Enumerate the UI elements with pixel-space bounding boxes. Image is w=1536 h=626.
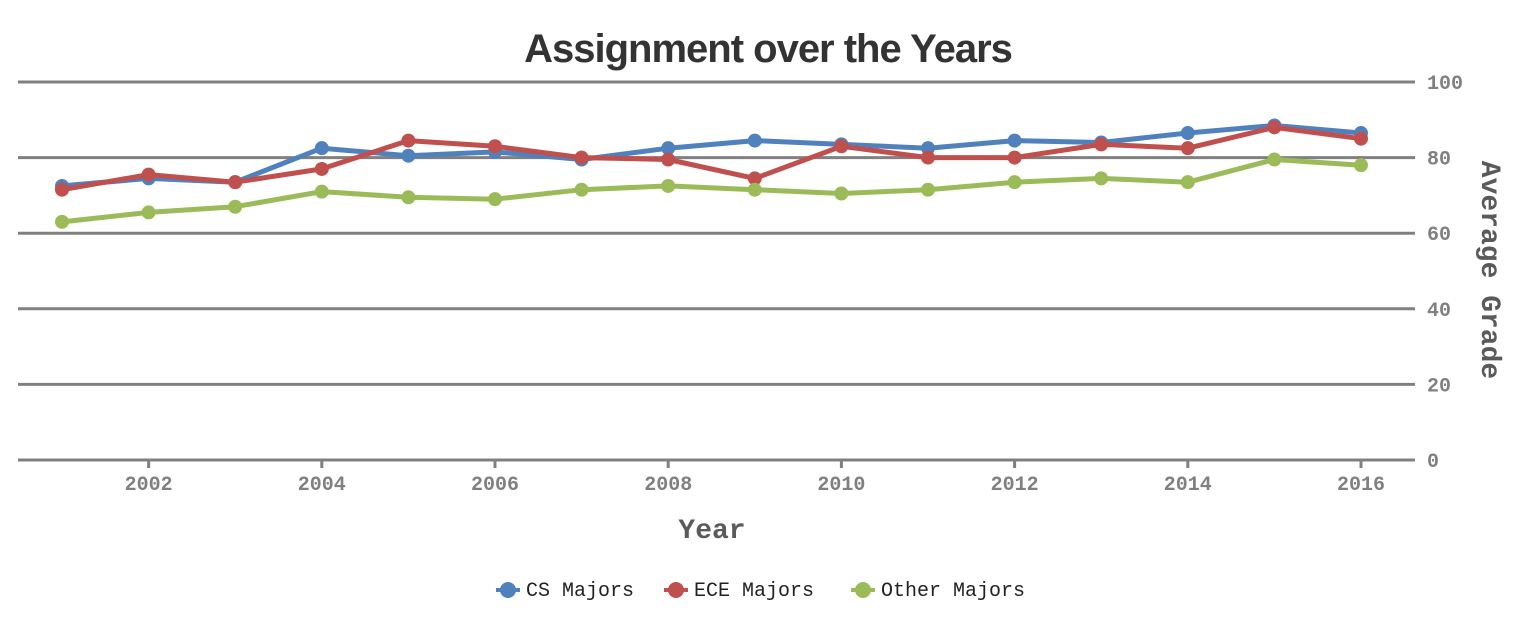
- y-tick-label: 0: [1427, 451, 1439, 474]
- data-point: [574, 150, 589, 165]
- data-point: [1007, 175, 1022, 190]
- data-point: [921, 182, 935, 197]
- data-point: [1007, 133, 1022, 148]
- legend-marker: [855, 582, 871, 598]
- data-point: [488, 139, 502, 154]
- grid-lines: [18, 80, 1415, 462]
- x-tick-label: 2010: [817, 474, 865, 497]
- data-point: [1267, 120, 1282, 135]
- y-tick-label: 20: [1427, 375, 1451, 398]
- legend-item[interactable]: CS Majors: [496, 580, 634, 603]
- y-tick-label: 100: [1427, 73, 1463, 96]
- legend-marker: [668, 582, 684, 598]
- data-point: [314, 184, 329, 199]
- data-point: [747, 182, 762, 197]
- legend-label: CS Majors: [526, 580, 634, 603]
- data-point: [1094, 137, 1109, 152]
- y-tick-label: 60: [1427, 224, 1451, 247]
- series-layer: [55, 118, 1368, 229]
- data-point: [55, 214, 69, 229]
- x-tick-label: 2008: [644, 474, 692, 497]
- data-point: [834, 139, 849, 154]
- legend-label: Other Majors: [881, 580, 1025, 603]
- legend-item[interactable]: ECE Majors: [664, 580, 814, 603]
- x-tick-label: 2006: [471, 474, 519, 497]
- series-line: [59, 123, 1364, 189]
- data-point: [661, 152, 676, 167]
- data-point: [1094, 171, 1109, 186]
- data-point: [401, 190, 416, 205]
- data-point: [141, 167, 156, 182]
- y-axis-ticks: 0 20 40 60 80 100: [1427, 73, 1463, 474]
- data-point: [574, 182, 589, 197]
- data-point: [141, 205, 156, 220]
- series-line: [59, 157, 1364, 225]
- data-point: [1354, 131, 1368, 146]
- chart-title: Assignment over the Years: [524, 27, 1012, 71]
- series-ece-majors: [55, 120, 1368, 197]
- data-point: [1267, 152, 1282, 167]
- data-point: [834, 186, 849, 201]
- data-point: [488, 192, 502, 207]
- data-point: [55, 182, 69, 197]
- data-point: [1180, 141, 1195, 156]
- data-point: [1180, 175, 1195, 190]
- x-axis-title: Year: [678, 516, 745, 547]
- legend: CS Majors ECE Majors Other Majors: [496, 580, 1025, 603]
- data-point: [228, 199, 243, 214]
- data-point: [661, 178, 676, 193]
- data-point: [314, 161, 329, 176]
- data-point: [1007, 150, 1022, 165]
- legend-marker: [500, 582, 516, 598]
- data-point: [661, 141, 676, 156]
- legend-item[interactable]: Other Majors: [851, 580, 1025, 603]
- x-tick-label: 2014: [1164, 474, 1212, 497]
- x-tick-label: 2012: [991, 474, 1039, 497]
- x-tick-label: 2016: [1337, 474, 1385, 497]
- x-tick-label: 2002: [125, 474, 173, 497]
- series-other-majors: [55, 152, 1368, 229]
- y-axis-title: Average Grade: [1473, 161, 1504, 379]
- data-point: [747, 133, 762, 148]
- data-point: [1354, 158, 1368, 173]
- legend-label: ECE Majors: [694, 580, 814, 603]
- data-point: [921, 150, 935, 165]
- data-point: [401, 148, 416, 163]
- x-tick-label: 2004: [298, 474, 346, 497]
- data-point: [401, 133, 416, 148]
- data-point: [314, 141, 329, 156]
- data-point: [228, 175, 243, 190]
- data-point: [1180, 126, 1195, 141]
- y-tick-label: 40: [1427, 300, 1451, 323]
- data-point: [747, 171, 762, 186]
- series-line: [59, 124, 1364, 193]
- y-tick-label: 80: [1427, 149, 1451, 172]
- x-axis-ticks: 2002 2004 2006 2008 2010 2012 2014 2016: [125, 460, 1385, 497]
